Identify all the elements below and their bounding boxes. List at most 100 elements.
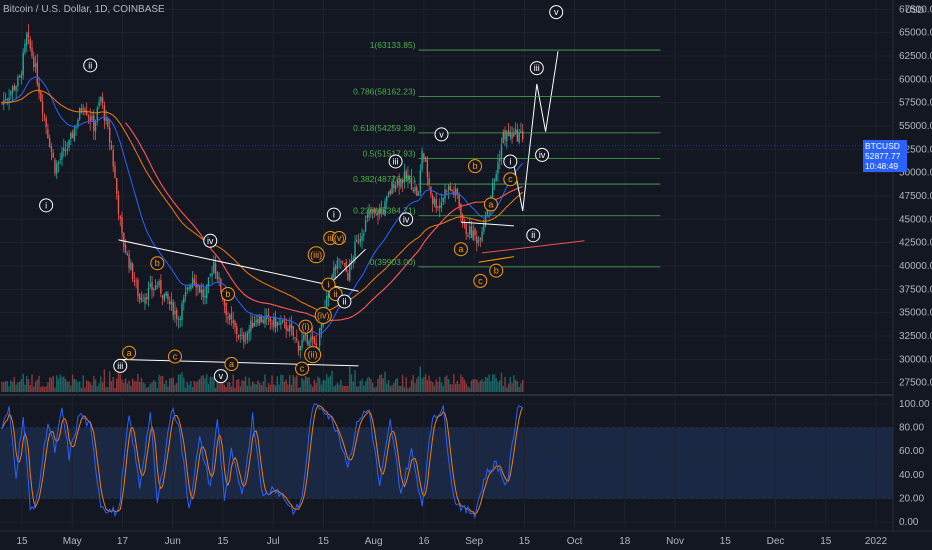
wave-label[interactable]: iii xyxy=(113,358,128,373)
support-line[interactable] xyxy=(482,240,585,254)
wave-label[interactable]: (v) xyxy=(332,231,347,245)
candle-body xyxy=(4,98,7,101)
volume-bar xyxy=(258,382,261,392)
volume-bar xyxy=(184,387,187,392)
wave-label[interactable]: c xyxy=(503,172,518,187)
wave-label[interactable]: b xyxy=(489,263,504,278)
volume-bar xyxy=(276,376,279,392)
wave-label[interactable]: iv xyxy=(399,212,414,227)
candle-body xyxy=(213,261,215,274)
volume-bar xyxy=(202,375,204,392)
triangle-lower[interactable] xyxy=(478,256,514,263)
wave-label[interactable]: c xyxy=(167,349,182,364)
wave-label[interactable]: ii xyxy=(83,58,98,73)
wave-text: b xyxy=(494,266,499,276)
volume-bar xyxy=(345,385,347,392)
candle-body xyxy=(86,110,88,116)
candle-body xyxy=(216,272,219,280)
volume-bar xyxy=(41,385,44,392)
volume-bar xyxy=(347,385,349,392)
wave-label[interactable]: a xyxy=(453,242,468,257)
volume-bar xyxy=(75,379,77,392)
wave-circle xyxy=(220,287,235,301)
candle-body xyxy=(287,328,289,332)
time-tick-label: 16 xyxy=(418,536,430,547)
volume-bar xyxy=(435,379,437,392)
wave-label[interactable]: (i) xyxy=(298,319,313,334)
wave-label[interactable]: a xyxy=(483,197,498,212)
candle-body xyxy=(160,280,162,294)
wave-label[interactable]: c xyxy=(295,361,310,376)
badge-price: 52877.77 xyxy=(865,151,901,161)
candle-body xyxy=(161,295,164,299)
wave-label[interactable]: i xyxy=(326,207,341,222)
volume-bar xyxy=(301,377,303,392)
candle-body xyxy=(518,133,520,143)
volume-bar xyxy=(116,378,118,392)
price-tick-label: 45000.00 xyxy=(899,214,932,225)
wave-label[interactable]: b xyxy=(150,256,165,271)
wave-label[interactable]: i xyxy=(39,198,54,213)
price-tick-label: 42500.00 xyxy=(899,238,932,249)
volume-bar xyxy=(488,374,490,392)
wave-label[interactable]: c xyxy=(473,273,488,288)
candle-body xyxy=(228,314,231,320)
wave-label[interactable]: iv xyxy=(203,233,218,248)
volume-bar xyxy=(248,377,250,392)
trendline-lower[interactable] xyxy=(118,358,359,367)
wave-label[interactable]: ii xyxy=(526,228,541,243)
candle-body xyxy=(41,101,44,114)
wave-circle xyxy=(224,357,239,371)
wave-label[interactable]: v xyxy=(434,127,449,142)
symbol-title[interactable]: Bitcoin / U.S. Dollar, 1D, COINBASE xyxy=(3,4,165,15)
wave-label[interactable]: a xyxy=(224,357,239,371)
candle-body xyxy=(467,235,469,237)
candle-body xyxy=(151,282,153,291)
volume-bar xyxy=(308,377,310,392)
volume-bar xyxy=(50,377,53,392)
fibonacci-retracement[interactable]: 1(63133.85) 0.786(58162.23) 0.618(54259.38… xyxy=(353,40,661,268)
candle-body xyxy=(11,86,14,93)
volume-bar xyxy=(144,383,146,392)
wave-label[interactable]: i xyxy=(321,277,336,292)
wave-label[interactable]: (iii) xyxy=(307,246,325,264)
candle-body xyxy=(73,128,76,141)
wave-label[interactable]: i xyxy=(503,154,518,169)
wave-label[interactable]: b xyxy=(220,287,235,301)
volume-bar xyxy=(331,370,333,392)
volume-bar xyxy=(213,377,215,392)
candle-body xyxy=(26,34,28,46)
volume-bar xyxy=(288,374,291,392)
wave-circle xyxy=(453,242,468,257)
wave-label[interactable]: iii xyxy=(388,154,403,169)
volume-bar xyxy=(297,387,300,392)
channel-line[interactable] xyxy=(333,248,366,281)
price-tick-label: 67500.00 xyxy=(899,4,932,15)
volume-bar xyxy=(433,385,436,392)
volume-bar xyxy=(322,379,324,392)
candle-body xyxy=(442,197,444,202)
wave-label[interactable]: a xyxy=(122,345,137,360)
candle-body xyxy=(45,118,47,128)
fib-level-label: 0.618(54259.38) xyxy=(353,123,416,133)
wave-projection-path[interactable] xyxy=(503,51,559,211)
candle-body xyxy=(218,277,220,279)
wave-label[interactable]: iii xyxy=(529,61,544,76)
trendline-upper[interactable] xyxy=(118,239,359,292)
wave-label[interactable]: v xyxy=(213,369,228,384)
wave-label[interactable]: (ii) xyxy=(304,346,322,364)
wave-label[interactable]: v xyxy=(549,5,564,20)
wave-circle xyxy=(83,58,98,73)
trendline-drawings[interactable] xyxy=(118,51,585,367)
wave-label[interactable]: ii xyxy=(337,294,352,309)
wave-label[interactable]: iv xyxy=(535,147,550,162)
wave-label[interactable]: (iv) xyxy=(314,306,332,324)
wave-label[interactable]: b xyxy=(468,159,483,174)
candle-body xyxy=(352,257,354,260)
candle-body xyxy=(13,86,16,90)
candle-body xyxy=(297,341,300,351)
triangle-upper[interactable] xyxy=(460,221,514,227)
candle-body xyxy=(8,97,10,102)
